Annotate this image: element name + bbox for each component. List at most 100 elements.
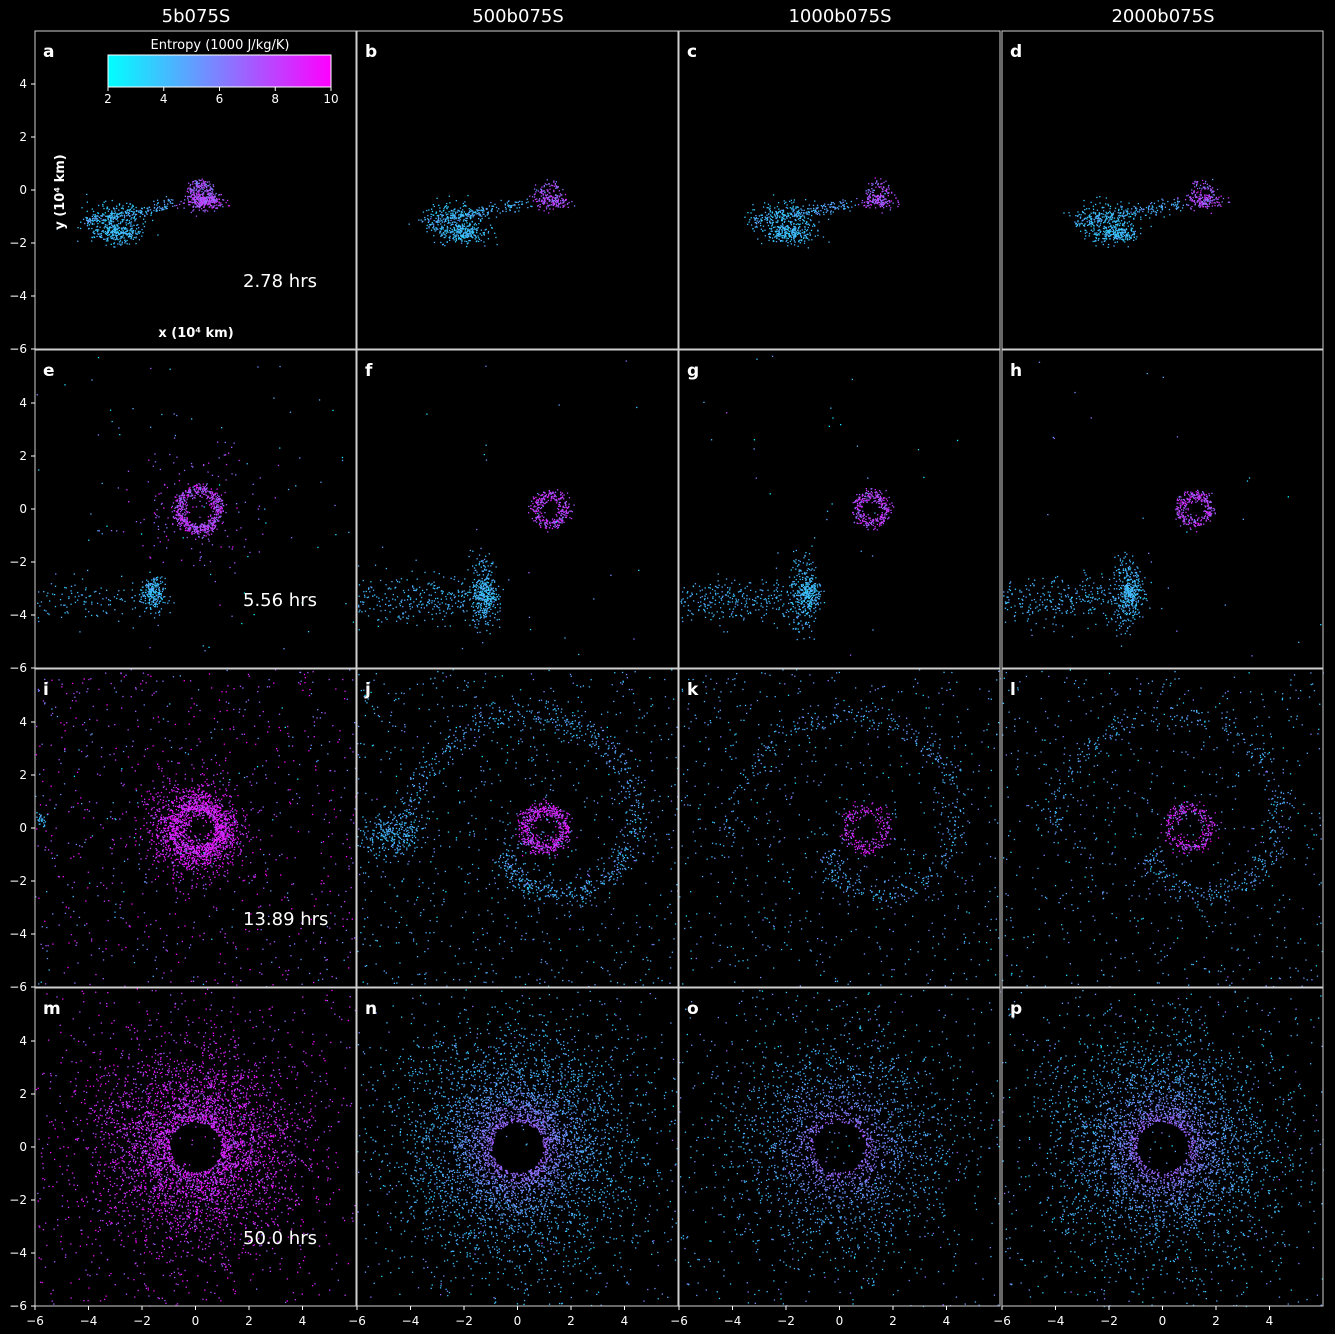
particle-point [1104, 221, 1106, 223]
particle-point [1107, 246, 1109, 248]
particle-point [147, 595, 149, 597]
particle-point [208, 496, 210, 498]
particle-point [1077, 220, 1079, 222]
particle-point [817, 206, 819, 208]
particle-point [211, 197, 213, 199]
particle-point [1115, 234, 1117, 236]
particle-point [1119, 212, 1121, 214]
particle-point [114, 227, 116, 229]
particle-point [760, 224, 762, 227]
particle-point [155, 588, 157, 591]
particle-point [88, 539, 90, 541]
particle-point [194, 180, 196, 182]
particle-point [449, 237, 451, 239]
particle-point [505, 208, 507, 210]
particle-point [784, 229, 786, 232]
particle-point [468, 234, 470, 237]
particle-point [154, 592, 157, 594]
particle-point [159, 577, 162, 579]
particle-point [94, 219, 96, 222]
particle-point [1207, 194, 1209, 197]
particle-point [211, 188, 213, 190]
particle-point [793, 225, 795, 228]
particle-point [1209, 197, 1211, 199]
particle-point [544, 200, 547, 202]
particle-point [816, 213, 818, 215]
particle-point [1122, 212, 1124, 215]
particle-point [144, 610, 146, 613]
particle-point [93, 232, 95, 234]
particle-point [165, 208, 167, 210]
particle-point [196, 527, 198, 529]
particle-point [1091, 221, 1094, 224]
particle-point [796, 206, 798, 208]
particle-point [854, 204, 856, 206]
particle-point [1114, 220, 1116, 222]
particle-point [208, 200, 210, 202]
particle-point [879, 196, 882, 198]
particle-point [1122, 233, 1124, 236]
particle-point [180, 516, 182, 518]
particle-point [155, 612, 157, 614]
particle-point [460, 230, 462, 233]
particle-point [1161, 204, 1163, 206]
particle-point [442, 244, 444, 246]
particle-point [149, 571, 151, 573]
particle-point [464, 237, 466, 239]
particle-point [218, 194, 220, 196]
particle-point [827, 209, 829, 212]
particle-point [153, 577, 155, 579]
particle-point [190, 201, 192, 203]
particle-point [762, 230, 764, 232]
particle-point [205, 181, 207, 183]
particle-point [231, 446, 233, 448]
particle-point [1104, 219, 1106, 222]
particle-point [287, 488, 290, 491]
particle-point [135, 232, 137, 234]
particle-point [483, 231, 485, 234]
particle-point [202, 645, 204, 647]
particle-point [141, 581, 144, 583]
particle-point [1148, 209, 1150, 211]
particle-point [1200, 192, 1202, 194]
particle-point [1107, 204, 1110, 207]
particle-point [452, 215, 454, 217]
particle-point [156, 515, 158, 517]
particle-point [781, 237, 784, 239]
particle-point [161, 413, 163, 416]
particle-point [186, 494, 189, 496]
particle-point [1142, 210, 1144, 213]
particle-point [1199, 197, 1202, 199]
particle-point [1104, 234, 1106, 236]
particle-point [99, 592, 101, 595]
particle-point [134, 595, 136, 597]
particle-point [1114, 221, 1117, 223]
particle-point [782, 224, 784, 226]
particle-point [1118, 231, 1120, 233]
particle-point [132, 408, 134, 410]
particle-point [130, 236, 132, 238]
particle-point [877, 197, 879, 199]
particle-point [444, 220, 446, 222]
particle-point [198, 533, 200, 535]
particle-point [1202, 186, 1204, 188]
particle-point [1076, 225, 1078, 227]
particle-point [789, 217, 791, 219]
particle-point [206, 528, 208, 530]
particle-point [435, 229, 437, 231]
particle-point [877, 200, 880, 202]
particle-point [445, 214, 448, 216]
particle-point [458, 229, 460, 231]
particle-point [180, 524, 182, 526]
particle-point [1215, 198, 1217, 200]
particle-point [466, 240, 468, 243]
particle-point [539, 503, 541, 506]
particle-point [489, 224, 492, 226]
particle-point [201, 204, 203, 207]
particle-point [134, 230, 136, 232]
particle-point [531, 517, 533, 520]
particle-point [440, 234, 442, 236]
particle-point [452, 231, 454, 233]
particle-point [440, 229, 442, 231]
particle-point [755, 225, 758, 227]
